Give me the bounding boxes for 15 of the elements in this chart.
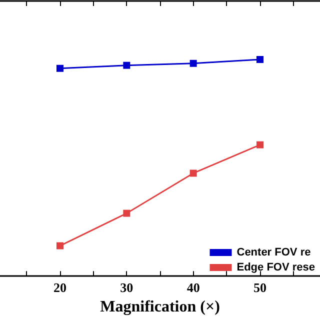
- x-tick-label: 30: [120, 280, 134, 296]
- legend-label: Center FOV re: [236, 246, 311, 258]
- point: [123, 62, 130, 69]
- x-tick-label: 50: [254, 280, 266, 296]
- x-tick-label: 40: [186, 280, 200, 296]
- point: [256, 141, 264, 148]
- point: [123, 210, 130, 217]
- point: [190, 170, 197, 177]
- x-axis-title: Magnification (×): [100, 298, 220, 316]
- x-tick-label: 20: [54, 280, 66, 296]
- point: [56, 64, 64, 72]
- point: [190, 60, 197, 67]
- point: [256, 56, 264, 63]
- legend-label: Edge FOV rese: [236, 262, 316, 274]
- point: [56, 242, 64, 250]
